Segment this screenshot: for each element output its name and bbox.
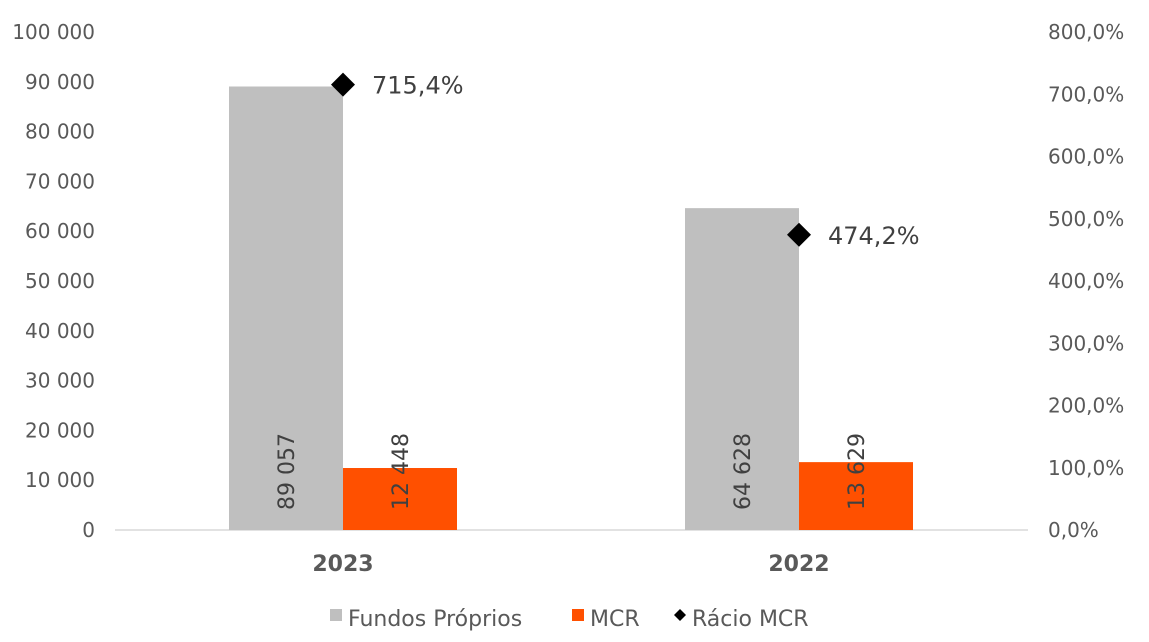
ratio-marker-diamond: [787, 222, 811, 247]
y-right-tick-label: 0,0%: [1048, 518, 1099, 542]
ratio-marker-diamond: [331, 72, 355, 97]
legend-swatch: [572, 609, 584, 621]
y-left-tick-label: 60 000: [25, 219, 95, 243]
bar-data-label: 89 057: [275, 433, 300, 510]
bar-mcr-2022: [799, 462, 913, 530]
y-left-tick-label: 20 000: [25, 418, 95, 442]
y-left-tick-label: 70 000: [25, 169, 95, 193]
ratio-data-label: 715,4%: [372, 72, 464, 100]
y-right-tick-label: 800,0%: [1048, 20, 1124, 44]
bar-data-label: 12 448: [389, 433, 414, 510]
y-right-tick-label: 700,0%: [1048, 82, 1124, 106]
y-left-tick-label: 50 000: [25, 269, 95, 293]
y-left-tick-label: 10 000: [25, 468, 95, 492]
y-axis-right: 0,0% 100,0% 200,0% 300,0% 400,0% 500,0% 600,0%…: [1048, 20, 1124, 542]
y-left-tick-label: 100 000: [12, 20, 95, 44]
bar-fundos-pr-prios-2023: [229, 86, 343, 530]
y-right-tick-label: 200,0%: [1048, 394, 1124, 418]
y-right-tick-label: 100,0%: [1048, 456, 1124, 480]
y-right-tick-label: 300,0%: [1048, 331, 1124, 355]
y-left-tick-label: 90 000: [25, 70, 95, 94]
legend-swatch: [674, 609, 686, 621]
bar-data-label: 13 629: [845, 433, 870, 510]
y-left-tick-label: 30 000: [25, 369, 95, 393]
bar-data-label: 64 628: [731, 433, 756, 510]
x-category-label: 2023: [312, 552, 373, 577]
y-axis-left: 0 10 000 20 000 30 000 40 000 50 000 60 000 70 …: [12, 20, 95, 542]
legend-label: MCR: [590, 607, 640, 632]
ratio-data-label: 474,2%: [828, 222, 920, 250]
bars: 89 057 12 448 64 628 13 629: [229, 86, 913, 530]
y-left-tick-label: 40 000: [25, 319, 95, 343]
y-left-tick-label: 80 000: [25, 120, 95, 144]
bar-mcr-2023: [343, 468, 457, 530]
bar-fundos-pr-prios-2022: [685, 208, 799, 530]
y-right-tick-label: 500,0%: [1048, 207, 1124, 231]
legend: Fundos Próprios MCR Rácio MCR: [330, 607, 809, 632]
legend-label: Rácio MCR: [692, 607, 809, 632]
y-right-tick-label: 600,0%: [1048, 145, 1124, 169]
y-left-tick-label: 0: [82, 518, 95, 542]
legend-swatch: [330, 609, 342, 621]
y-right-tick-label: 400,0%: [1048, 269, 1124, 293]
x-axis-categories: 2023 2022: [312, 552, 829, 577]
x-category-label: 2022: [768, 552, 829, 577]
ratio-markers: 715,4% 474,2%: [331, 72, 920, 250]
legend-label: Fundos Próprios: [348, 607, 522, 632]
